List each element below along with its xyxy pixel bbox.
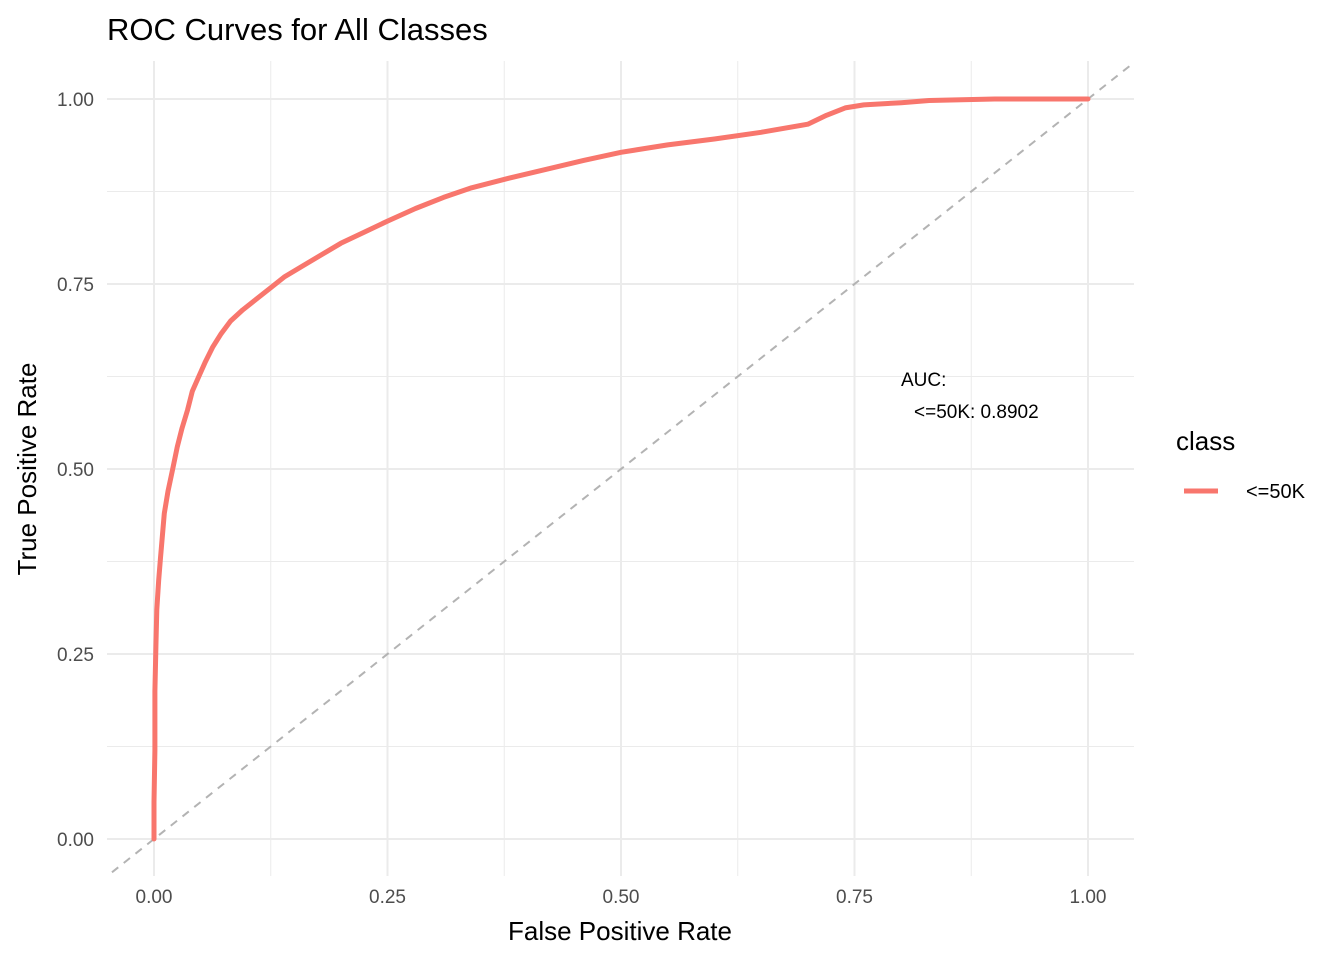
x-tick-label: 1.00	[1070, 887, 1107, 908]
y-tick-label: 0.25	[57, 645, 94, 666]
legend-label: <=50K	[1246, 481, 1306, 503]
legend-title: class	[1176, 426, 1235, 456]
auc-label: AUC:	[901, 370, 946, 391]
y-tick-label: 0.75	[57, 275, 94, 296]
x-axis-ticks: 0.00 0.25 0.50 0.75 1.00	[136, 887, 1107, 908]
y-tick-label: 0.00	[57, 830, 94, 851]
x-axis-title: False Positive Rate	[508, 916, 732, 946]
reference-diagonal	[111, 64, 1131, 874]
y-tick-label: 1.00	[57, 90, 94, 111]
y-tick-label: 0.50	[57, 460, 94, 481]
series-layer	[151, 96, 1091, 842]
x-tick-label: 0.25	[369, 887, 406, 908]
grid	[107, 61, 1134, 876]
roc-curve-line	[151, 96, 1091, 842]
auc-value: <=50K: 0.8902	[914, 402, 1039, 423]
x-tick-label: 0.75	[836, 887, 873, 908]
chart-title: ROC Curves for All Classes	[107, 12, 488, 47]
reference-line	[111, 64, 1131, 874]
x-tick-label: 0.00	[136, 887, 173, 908]
y-axis-ticks: 0.00 0.25 0.50 0.75 1.00	[57, 90, 94, 851]
legend: class <=50K	[1176, 426, 1306, 503]
x-tick-label: 0.50	[603, 887, 640, 908]
y-axis-title: True Positive Rate	[12, 363, 42, 576]
